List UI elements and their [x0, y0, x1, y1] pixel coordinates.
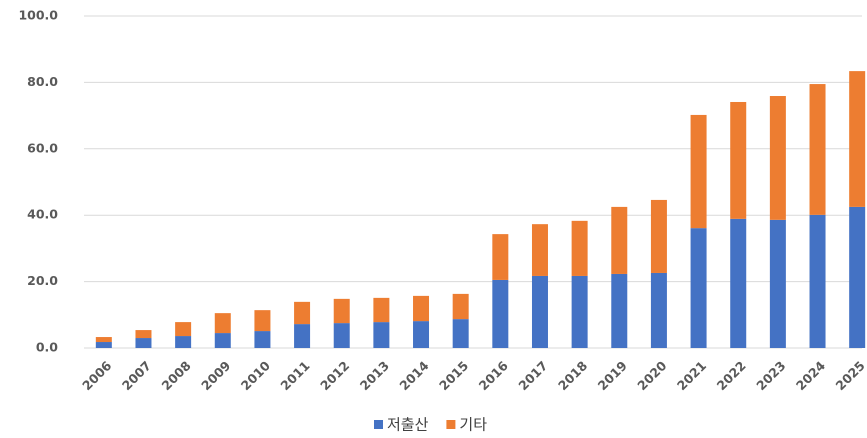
- bar-segment: [175, 322, 192, 337]
- x-tick-label: 2011: [277, 358, 312, 393]
- bar-segment: [650, 272, 667, 348]
- x-tick-label: 2009: [198, 358, 233, 393]
- bar-segment: [95, 342, 112, 348]
- bar-segment: [492, 234, 509, 280]
- y-tick-label: 40.0: [27, 207, 58, 222]
- bar-segment: [294, 301, 311, 325]
- bar-segment: [333, 323, 350, 348]
- bar-segment: [650, 199, 667, 273]
- x-tick-label: 2007: [119, 358, 154, 393]
- x-tick-label: 2010: [238, 358, 273, 393]
- bar-segment: [294, 324, 311, 348]
- x-tick-label: 2016: [476, 358, 511, 393]
- bar-segment: [611, 273, 628, 348]
- x-tick-label: 2022: [714, 358, 749, 393]
- x-tick-label: 2006: [79, 358, 114, 393]
- bar-segment: [452, 319, 469, 348]
- bar-segment: [492, 279, 509, 348]
- bar-segment: [769, 96, 786, 220]
- bar-segment: [571, 275, 588, 348]
- legend-swatch: [446, 420, 456, 429]
- y-tick-label: 80.0: [27, 74, 58, 89]
- bar-segment: [214, 333, 231, 348]
- bar-segment: [849, 71, 866, 207]
- bar-segment: [95, 337, 112, 343]
- x-tick-label: 2015: [436, 358, 471, 393]
- x-tick-label: 2017: [515, 358, 550, 393]
- bar-segment: [730, 218, 747, 348]
- bar-segment: [373, 297, 390, 323]
- bar-segment: [571, 220, 588, 276]
- bar-segment: [214, 313, 231, 334]
- x-tick-label: 2018: [555, 358, 590, 393]
- x-tick-label: 2021: [674, 358, 709, 393]
- bar-segment: [452, 293, 469, 320]
- x-tick-label: 2020: [634, 358, 669, 393]
- x-tick-label: 2012: [317, 358, 352, 393]
- bar-segment: [373, 322, 390, 348]
- legend-swatch: [374, 420, 383, 429]
- bar-segment: [690, 114, 707, 229]
- bar-segment: [531, 275, 548, 348]
- bar-segment: [611, 206, 628, 274]
- y-tick-label: 0.0: [36, 340, 58, 355]
- legend: 저출산 기타: [374, 416, 487, 434]
- bar-segment: [769, 219, 786, 348]
- bar-segment: [135, 330, 152, 339]
- y-tick-label: 100.0: [18, 8, 58, 23]
- x-tick-label: 2013: [357, 358, 392, 393]
- x-tick-label: 2008: [159, 358, 194, 393]
- x-tick-label: 2025: [833, 358, 867, 393]
- bar-segment: [254, 331, 271, 348]
- bar-segment: [809, 214, 826, 348]
- x-tick-label: 2014: [396, 358, 431, 393]
- bar-segment: [849, 206, 866, 348]
- x-tick-label: 2024: [793, 358, 828, 393]
- bar-segment: [690, 228, 707, 348]
- bar-segment: [175, 336, 192, 348]
- bar-segment: [809, 84, 826, 215]
- x-tick-label: 2019: [595, 358, 630, 393]
- y-tick-label: 20.0: [27, 273, 58, 288]
- bar-segment: [413, 321, 430, 348]
- bar-segment: [413, 295, 430, 322]
- legend-label: 기타: [459, 416, 487, 434]
- bar-segment: [333, 298, 350, 324]
- bar-segment: [135, 338, 152, 348]
- y-tick-label: 60.0: [27, 140, 58, 155]
- bar-segment: [531, 224, 548, 276]
- x-tick-label: 2023: [753, 358, 788, 393]
- bar-segment: [254, 310, 271, 332]
- bar-segment: [730, 101, 747, 219]
- legend-label: 저출산: [387, 416, 429, 434]
